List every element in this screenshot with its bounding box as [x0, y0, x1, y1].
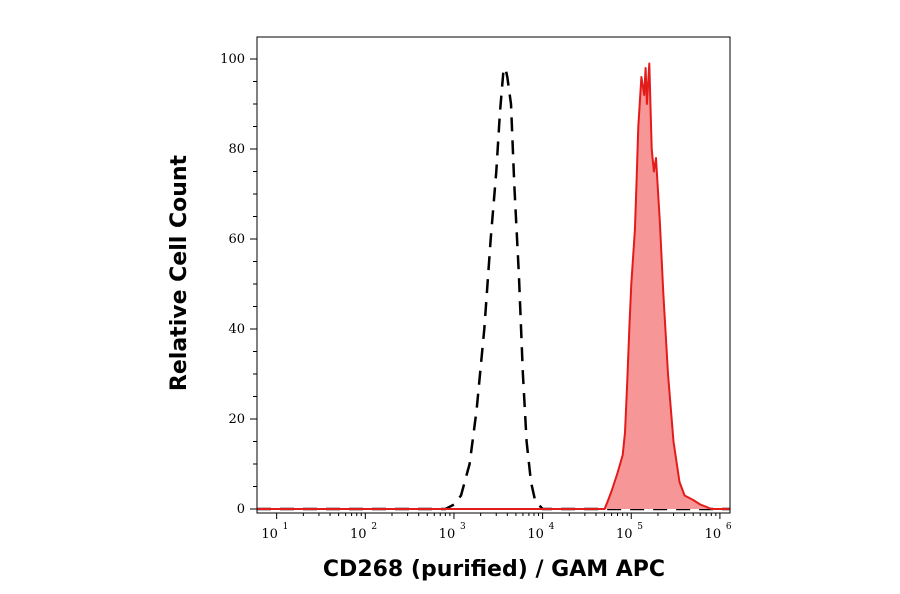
series-0-line: [257, 66, 730, 511]
y-tick-label: 100: [220, 52, 245, 67]
series-1-fill: [257, 63, 730, 509]
x-tick-label: 10: [350, 527, 367, 542]
series-1-line: [257, 62, 730, 510]
x-tick-exponent: 2: [371, 522, 377, 532]
y-axis-title: Relative Cell Count: [167, 154, 192, 391]
x-tick-exponent: 4: [549, 522, 555, 532]
x-tick-label: 10: [439, 527, 456, 542]
x-tick-exponent: 3: [460, 522, 466, 532]
x-tick-exponent: 6: [726, 522, 732, 532]
x-tick-label: 10: [616, 527, 633, 542]
y-tick-label: 60: [228, 232, 245, 247]
y-tick-label: 40: [228, 322, 245, 337]
x-tick-label: 10: [705, 527, 722, 542]
y-tick-label: 80: [228, 142, 245, 157]
series-layer: [257, 62, 730, 511]
x-axis: 10 1 10 2 10 3 10 4 10 5 10 6: [261, 513, 732, 542]
x-tick-label: 10: [261, 527, 278, 542]
y-tick-label: 0: [237, 502, 245, 517]
x-tick-exponent: 1: [283, 522, 289, 532]
x-tick-exponent: 5: [637, 522, 643, 532]
x-tick-label: 10: [527, 527, 544, 542]
plot-frame: [256, 36, 731, 514]
y-tick-label: 20: [228, 412, 245, 427]
x-axis-title: CD268 (purified) / GAM APC: [323, 557, 665, 582]
y-axis: 0 20 40 60 80 100: [220, 52, 257, 517]
